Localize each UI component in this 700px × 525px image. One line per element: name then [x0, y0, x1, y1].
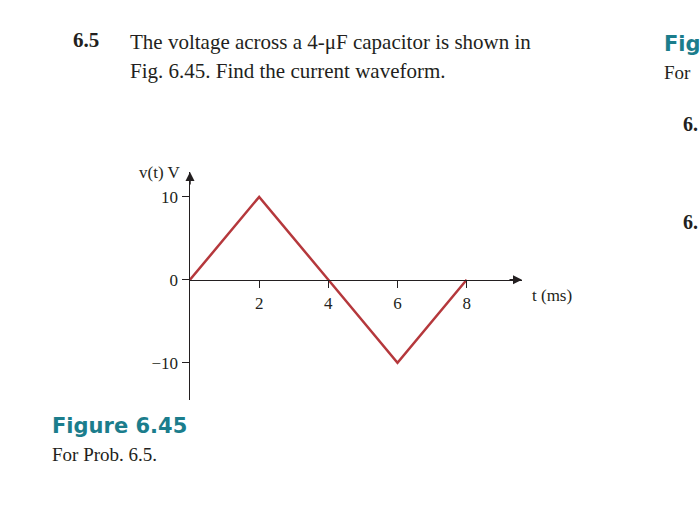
- svg-text:t (ms): t (ms): [532, 286, 572, 305]
- html-text:Figure 6.45: Figure 6.45: [52, 414, 188, 438]
- svg-text:10: 10: [161, 188, 178, 207]
- svg-text:v(t) V: v(t) V: [139, 163, 180, 182]
- html-text:Fig. 6.45. Find the current wa: Fig. 6.45. Find the current waveform.: [130, 59, 446, 83]
- svg-text:8: 8: [462, 294, 471, 313]
- svg-text:2: 2: [255, 294, 264, 313]
- svg-text:0: 0: [170, 271, 179, 290]
- html-text:For: For: [664, 62, 691, 83]
- html-text:The voltage across a 4-μF capa: The voltage across a 4-μF capacitor is s…: [130, 30, 531, 54]
- svg-text:6: 6: [393, 294, 402, 313]
- svg-text:4: 4: [324, 294, 333, 313]
- html-text:For Prob. 6.5.: For Prob. 6.5.: [52, 444, 157, 465]
- html-text:6.5: 6.5: [73, 28, 100, 52]
- html-text:Fig: Fig: [664, 32, 700, 56]
- html-text:6.: 6.: [683, 211, 698, 233]
- html-text:6.: 6.: [683, 113, 698, 135]
- svg-text:−10: −10: [152, 354, 179, 373]
